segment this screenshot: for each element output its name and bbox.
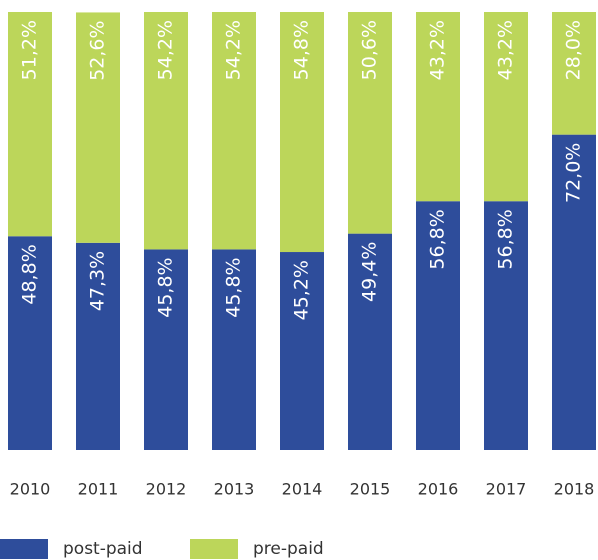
x-tick-label: 2012 [146,480,187,499]
x-tick-label: 2011 [78,480,119,499]
bar-segment [212,249,256,450]
bar-segment [348,233,392,450]
x-tick-label: 2014 [282,480,323,499]
bar-segment [144,249,188,450]
bar-segment [416,201,460,450]
bar-segment [552,134,596,450]
value-label: 47,3% [87,251,109,311]
value-label: 43,2% [495,20,517,80]
value-label: 72,0% [563,143,585,203]
bar-segment [144,12,188,250]
bar-segment [8,12,52,237]
legend-label: pre-paid [253,539,324,559]
x-tick-label: 2013 [214,480,255,499]
value-label: 48,8% [19,244,41,304]
x-tick-label: 2015 [350,480,391,499]
bar-segment [76,12,120,243]
value-label: 54,8% [291,20,313,80]
bar-segment [484,12,528,202]
value-label: 54,2% [223,20,245,80]
x-tick-label: 2016 [418,480,459,499]
legend-label: post-paid [63,539,143,559]
value-label: 56,8% [495,209,517,269]
value-label: 51,2% [19,20,41,80]
bar-segment [484,201,528,450]
x-tick-label: 2010 [10,480,51,499]
value-label: 54,2% [155,20,177,80]
bar-segment [348,12,392,234]
bar-segment [76,242,120,450]
bar-segment [280,252,324,450]
bar-segment [212,12,256,250]
bar-segment [8,236,52,450]
value-label: 45,2% [291,260,313,320]
value-label: 45,8% [223,257,245,317]
value-label: 43,2% [427,20,449,80]
value-label: 28,0% [563,20,585,80]
legend-swatch [0,539,48,559]
x-tick-label: 2017 [486,480,527,499]
bar-segment [416,12,460,202]
value-label: 56,8% [427,209,449,269]
value-label: 52,6% [87,20,109,80]
bar-segment [552,12,596,135]
value-label: 45,8% [155,257,177,317]
value-label: 50,6% [359,20,381,80]
value-label: 49,4% [359,242,381,302]
x-tick-label: 2018 [554,480,595,499]
bar-segment [280,12,324,253]
legend-swatch [190,539,238,559]
